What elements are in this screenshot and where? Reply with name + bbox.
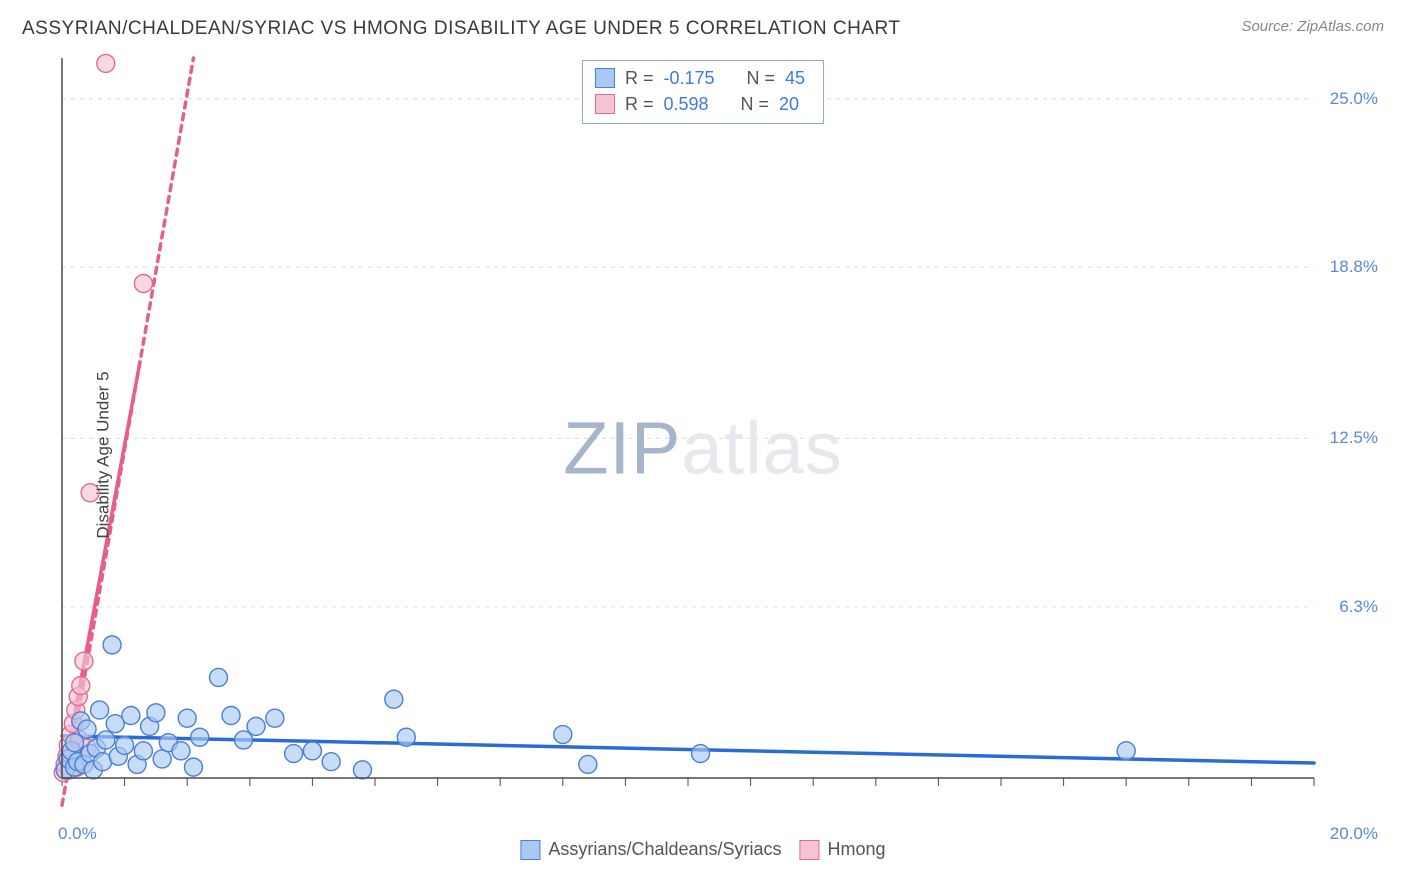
y-tick-label: 25.0% — [1330, 89, 1378, 109]
stats-n-label: N = — [741, 94, 770, 115]
y-tick-label: 18.8% — [1330, 257, 1378, 277]
legend-swatch — [595, 94, 615, 114]
series-legend: Assyrians/Chaldeans/Syriacs Hmong — [520, 839, 885, 860]
stats-r-label: R = — [625, 68, 654, 89]
stats-r-label: R = — [625, 94, 654, 115]
legend-label: Hmong — [828, 839, 886, 860]
chart-container: Disability Age Under 5 ZIPatlas R =-0.17… — [22, 50, 1384, 860]
stats-row: R = -0.175 N = 45 — [595, 65, 805, 91]
y-tick-label: 12.5% — [1330, 428, 1378, 448]
x-tick-max: 20.0% — [1330, 824, 1378, 844]
scatter-chart — [22, 50, 1384, 830]
stats-n-label: N = — [747, 68, 776, 89]
stats-r-value: -0.175 — [663, 68, 714, 89]
legend-item: Assyrians/Chaldeans/Syriacs — [520, 839, 781, 860]
stats-legend: R =-0.175N =45R =0.598N =20 — [582, 60, 824, 124]
legend-item: Hmong — [800, 839, 886, 860]
source-label: Source: ZipAtlas.com — [1241, 18, 1384, 35]
legend-swatch — [595, 68, 615, 88]
y-axis-label: Disability Age Under 5 — [94, 371, 114, 538]
x-tick-min: 0.0% — [58, 824, 97, 844]
stats-n-value: 45 — [785, 68, 805, 89]
legend-label: Assyrians/Chaldeans/Syriacs — [548, 839, 781, 860]
y-tick-label: 6.3% — [1339, 597, 1378, 617]
chart-title: ASSYRIAN/CHALDEAN/SYRIAC VS HMONG DISABI… — [22, 18, 900, 40]
stats-r-value: 0.598 — [663, 94, 708, 115]
stats-row: R = 0.598 N = 20 — [595, 91, 805, 117]
stats-n-value: 20 — [779, 94, 799, 115]
legend-swatch — [800, 840, 820, 860]
legend-swatch — [520, 840, 540, 860]
